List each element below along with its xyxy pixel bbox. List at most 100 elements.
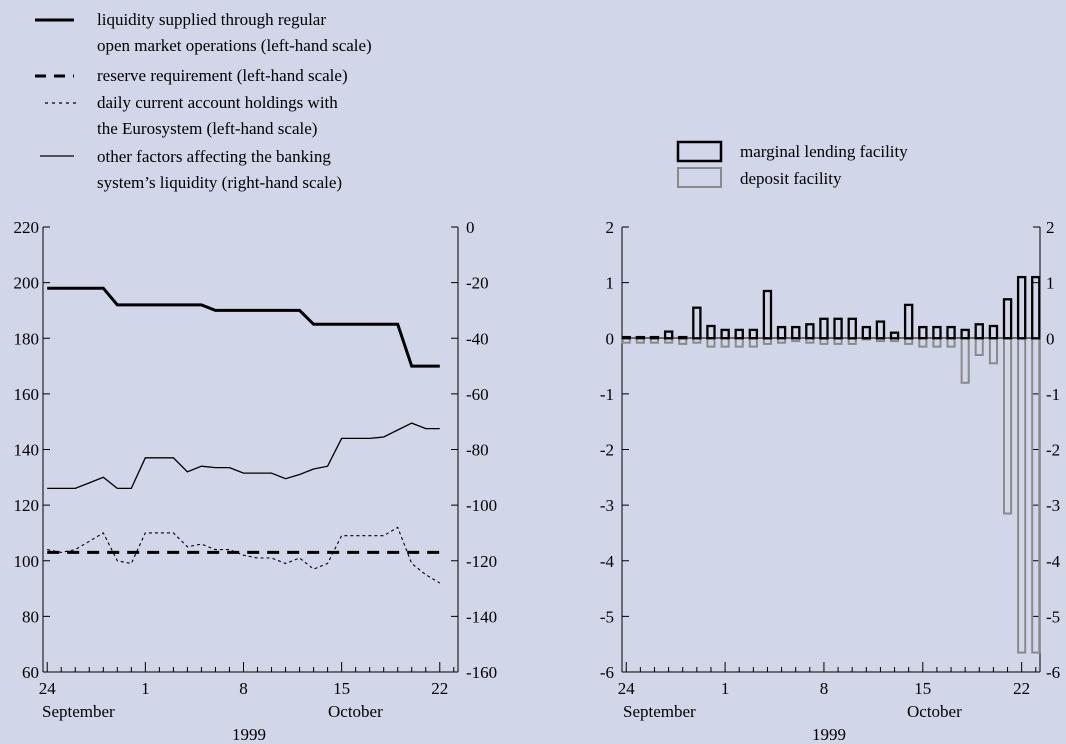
- bar-deposit-facility: [960, 337, 970, 384]
- bar-deposit-facility: [748, 337, 758, 348]
- bar-marginal-lending-facility: [649, 335, 660, 340]
- y-left-tick-label: 200: [14, 274, 40, 293]
- legend-swatch-black-box: [676, 140, 723, 163]
- y-right-tick-label: 0: [1046, 329, 1055, 348]
- x-year-label: 1999: [232, 725, 266, 744]
- x-month-label-october: October: [328, 702, 383, 721]
- bar-marginal-lending-facility: [734, 328, 744, 340]
- bar-deposit-facility: [974, 337, 984, 356]
- axis-ticks: 6080100120140160180200220-160-140-120-10…: [14, 218, 498, 698]
- bar-marginal-lending-facility: [692, 306, 702, 340]
- y-right-tick-label: -140: [466, 607, 497, 626]
- bar-marginal-lending-facility: [889, 331, 900, 340]
- y-left-tick-label: -5: [600, 607, 614, 626]
- x-tick-label: 1: [721, 679, 730, 698]
- bar-deposit-facility: [1003, 337, 1013, 515]
- bar-marginal-lending-facility: [918, 325, 928, 340]
- legend-label: reserve requirement (left-hand scale): [97, 66, 348, 85]
- legend-item-other-factors: other factors affecting the banking syst…: [40, 147, 342, 192]
- left-chart: 6080100120140160180200220-160-140-120-10…: [14, 218, 498, 744]
- series-line-other-factors: [47, 422, 440, 490]
- y-left-tick-label: -4: [600, 552, 615, 571]
- legend-label: system’s liquidity (right-hand scale): [97, 173, 342, 192]
- x-tick-label: 15: [914, 679, 931, 698]
- series-line-open-market-operations: [47, 286, 440, 368]
- y-left-tick-label: -2: [600, 441, 614, 460]
- plot-lines: [47, 286, 441, 584]
- x-tick-label: 24: [618, 679, 636, 698]
- legend-label: daily current account holdings with: [97, 93, 338, 112]
- x-tick-label: 22: [431, 679, 448, 698]
- bar-deposit-facility: [1031, 337, 1041, 654]
- y-left-tick-label: 2: [606, 218, 615, 237]
- y-left-tick-label: 220: [14, 218, 40, 237]
- y-right-tick-label: 2: [1046, 218, 1055, 237]
- legend-label: open market operations (left-hand scale): [97, 36, 372, 55]
- x-tick-label: 8: [820, 679, 829, 698]
- y-right-tick-label: -1: [1046, 385, 1060, 404]
- y-right-tick-label: -80: [466, 441, 489, 460]
- series-line-current-account-holdings: [47, 526, 441, 584]
- x-tick-label: 1: [141, 679, 150, 698]
- bar-marginal-lending-facility: [621, 335, 631, 340]
- y-right-tick-label: -2: [1046, 441, 1060, 460]
- x-month-label-october: October: [907, 702, 962, 721]
- bar-marginal-lending-facility: [706, 324, 716, 340]
- y-right-tick-label: -60: [466, 385, 489, 404]
- bar-marginal-lending-facility: [720, 328, 730, 340]
- bar-marginal-lending-facility: [1016, 275, 1027, 340]
- y-left-tick-label: -6: [600, 663, 614, 682]
- bar-marginal-lending-facility: [1002, 298, 1013, 340]
- x-tick-label: 22: [1013, 679, 1030, 698]
- y-left-tick-label: 80: [22, 607, 39, 626]
- bar-marginal-lending-facility: [847, 317, 857, 340]
- y-right-tick-label: -160: [466, 663, 497, 682]
- legend-swatch-grey-box: [677, 167, 722, 188]
- y-right-tick-label: -5: [1046, 607, 1060, 626]
- y-left-tick-label: 120: [14, 496, 40, 515]
- legend-item-deposit: deposit facility: [677, 167, 842, 188]
- legend-item-current-account: daily current account holdings with the …: [45, 93, 338, 138]
- legend-item-marginal-lending: marginal lending facility: [676, 140, 908, 163]
- y-left-tick-label: 140: [14, 441, 40, 460]
- right-chart: -6 -5 -4 -3 -2 -1 0 1 2 -6 -5 -4 -3 -2 -1 0 1 2 24 1 8 15 22 S…: [600, 218, 1061, 744]
- y-right-tick-label: -20: [466, 274, 489, 293]
- bar-marginal-lending-facility: [988, 324, 999, 340]
- y-right-tick-label: -100: [466, 496, 497, 515]
- left-legend: liquidity supplied through regular open …: [35, 10, 372, 192]
- y-left-tick-label: -1: [600, 385, 614, 404]
- bar-marginal-lending-facility: [678, 335, 688, 340]
- bar-marginal-lending-facility: [903, 303, 914, 340]
- plot-bars: [621, 275, 1041, 654]
- bar-marginal-lending-facility: [748, 328, 759, 340]
- y-right-tick-label: -120: [466, 552, 497, 571]
- bar-deposit-facility: [720, 337, 730, 348]
- bar-deposit-facility: [706, 337, 716, 348]
- x-year-label: 1999: [812, 725, 846, 744]
- y-right-tick-label: -6: [1046, 663, 1060, 682]
- legend-label: the Eurosystem (left-hand scale): [97, 119, 317, 138]
- x-month-label-september: September: [42, 702, 115, 721]
- bar-marginal-lending-facility: [776, 325, 787, 340]
- bar-deposit-facility: [918, 337, 928, 348]
- y-left-tick-label: 180: [14, 329, 40, 348]
- x-tick-label: 24: [39, 679, 57, 698]
- legend-label: liquidity supplied through regular: [97, 10, 326, 29]
- y-left-tick-label: 60: [22, 663, 39, 682]
- bar-marginal-lending-facility: [932, 325, 942, 340]
- bar-marginal-lending-facility: [861, 325, 872, 340]
- bar-marginal-lending-facility: [762, 289, 773, 340]
- bar-marginal-lending-facility: [974, 323, 984, 340]
- bar-marginal-lending-facility: [791, 325, 801, 340]
- legend-item-open-market: liquidity supplied through regular open …: [35, 10, 372, 55]
- legend-item-reserve-requirement: reserve requirement (left-hand scale): [35, 66, 348, 85]
- bar-marginal-lending-facility: [960, 328, 970, 340]
- bar-deposit-facility: [734, 337, 744, 348]
- bar-marginal-lending-facility: [875, 320, 886, 340]
- bar-marginal-lending-facility: [946, 325, 956, 340]
- bar-marginal-lending-facility: [1031, 275, 1041, 340]
- bar-deposit-facility: [1017, 337, 1027, 654]
- y-right-tick-label: -40: [466, 329, 489, 348]
- y-left-tick-label: -3: [600, 496, 614, 515]
